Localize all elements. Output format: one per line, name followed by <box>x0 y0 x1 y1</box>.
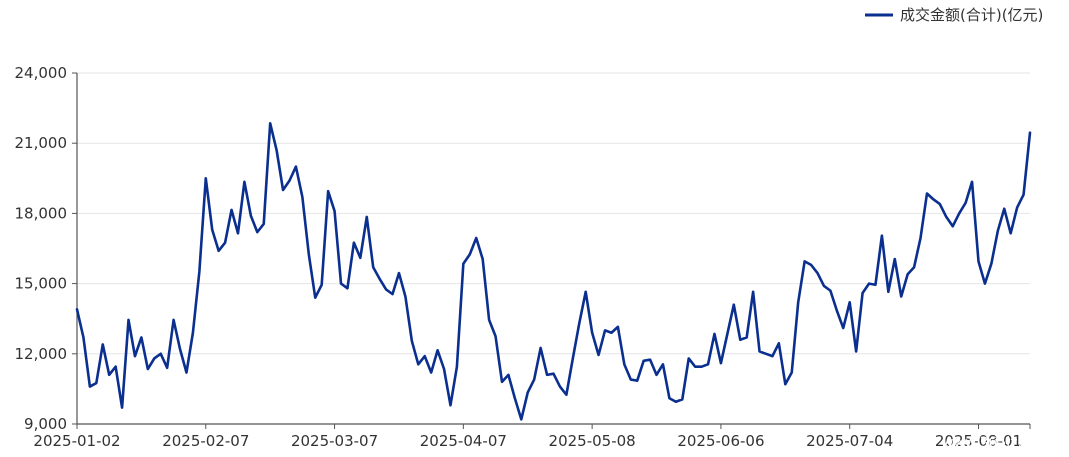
legend[interactable]: 成交金额(合计)(亿元) <box>865 6 1043 24</box>
x-tick-label: 2025-07-04 <box>806 432 893 450</box>
y-axis: 9,000 12,000 15,000 18,000 21,000 24,000 <box>15 64 78 433</box>
x-tick-label: 2025-06-06 <box>677 432 764 450</box>
series-layer <box>75 122 1032 421</box>
y-tick-label: 9,000 <box>24 415 67 433</box>
series-line <box>75 122 1032 421</box>
x-tick-label: 2025-08-01 <box>935 432 1022 450</box>
x-axis: 2025-01-02 2025-02-07 2025-03-07 2025-04-07… <box>33 423 1031 450</box>
x-tick-label: 2025-05-08 <box>549 432 636 450</box>
y-tick-label: 12,000 <box>15 345 68 363</box>
x-tick-label: 2025-04-07 <box>420 432 507 450</box>
y-tick-label: 15,000 <box>15 275 68 293</box>
legend-label: 成交金额(合计)(亿元) <box>900 6 1043 24</box>
y-tick-label: 24,000 <box>15 64 68 82</box>
y-tick-label: 18,000 <box>15 204 68 222</box>
y-tick-label: 21,000 <box>15 134 68 152</box>
x-tick-label: 2025-03-07 <box>291 432 378 450</box>
watermark-text: www.365jz.com <box>942 435 1052 451</box>
x-tick-label: 2025-01-02 <box>33 432 120 450</box>
x-tick-label: 2025-02-07 <box>162 432 249 450</box>
